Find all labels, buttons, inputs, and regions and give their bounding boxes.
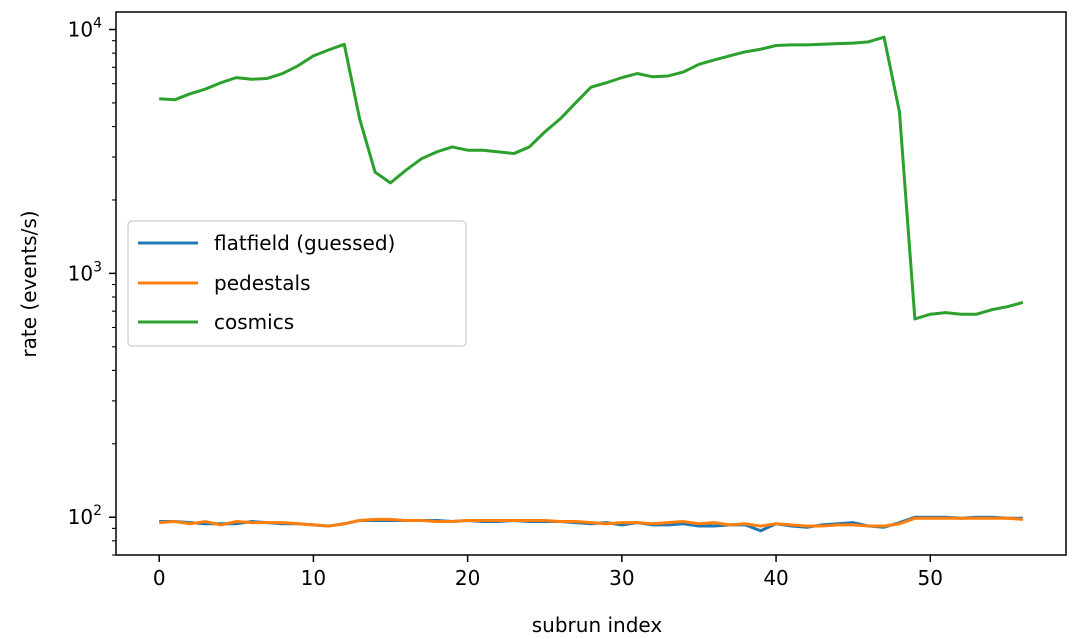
x-tick-label: 20 <box>455 566 480 590</box>
x-axis: 0 10 20 30 40 50 <box>153 555 943 590</box>
x-tick-label: 40 <box>763 566 788 590</box>
x-tick-label: 10 <box>301 566 326 590</box>
legend: flatfield (guessed) pedestals cosmics <box>127 220 467 347</box>
legend-label-flatfield: flatfield (guessed) <box>214 231 395 255</box>
y-tick-label: 104 <box>68 16 102 42</box>
x-axis-label: subrun index <box>532 613 663 637</box>
x-tick-label: 30 <box>609 566 634 590</box>
series-line-2 <box>159 35 1024 321</box>
plot-area <box>159 35 1024 533</box>
legend-label-cosmics: cosmics <box>214 310 294 334</box>
series-line-1 <box>159 516 1023 528</box>
y-tick-label: 103 <box>68 259 102 285</box>
legend-box <box>127 220 467 347</box>
y-tick-label: 102 <box>68 503 102 529</box>
axes-frame <box>115 11 1067 556</box>
x-tick-label: 50 <box>918 566 943 590</box>
x-tick-label: 0 <box>153 566 166 590</box>
y-axis: 102 103 104 <box>68 16 116 556</box>
legend-label-pedestals: pedestals <box>214 271 311 295</box>
y-axis-label: rate (events/s) <box>17 210 41 357</box>
